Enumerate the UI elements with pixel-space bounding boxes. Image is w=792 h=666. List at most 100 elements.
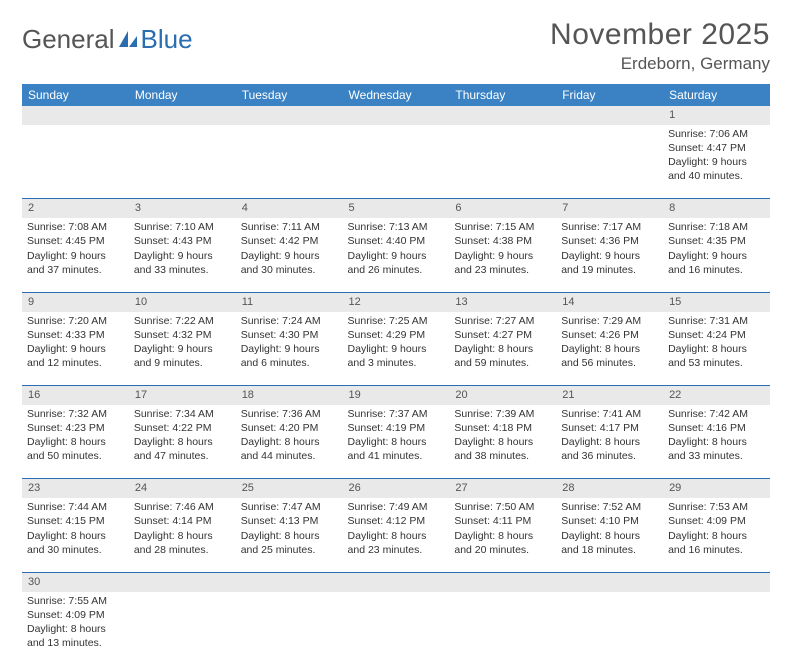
sunrise: Sunrise: 7:50 AM [454,500,551,514]
day-cell: Sunrise: 7:31 AMSunset: 4:24 PMDaylight:… [663,312,770,386]
daylight: Daylight: 8 hours and 38 minutes. [454,435,551,463]
calendar-header: Sunday Monday Tuesday Wednesday Thursday… [22,84,770,106]
day-details: Sunrise: 7:31 AMSunset: 4:24 PMDaylight:… [668,314,765,371]
sunset: Sunset: 4:30 PM [241,328,338,342]
day-number: 28 [556,479,663,498]
sunrise: Sunrise: 7:20 AM [27,314,124,328]
sunset: Sunset: 4:20 PM [241,421,338,435]
day-details: Sunrise: 7:47 AMSunset: 4:13 PMDaylight:… [241,500,338,557]
sunset: Sunset: 4:23 PM [27,421,124,435]
header: General Blue November 2025 Erdeborn, Ger… [22,18,770,74]
daynum-row: 9101112131415 [22,292,770,311]
day-number [236,572,343,591]
day-details: Sunrise: 7:13 AMSunset: 4:40 PMDaylight:… [348,220,445,277]
sunset: Sunset: 4:24 PM [668,328,765,342]
sunrise: Sunrise: 7:55 AM [27,594,124,608]
day-number: 10 [129,292,236,311]
day-details: Sunrise: 7:52 AMSunset: 4:10 PMDaylight:… [561,500,658,557]
sunrise: Sunrise: 7:24 AM [241,314,338,328]
day-number: 6 [449,199,556,218]
day-cell: Sunrise: 7:53 AMSunset: 4:09 PMDaylight:… [663,498,770,572]
week-row: Sunrise: 7:06 AMSunset: 4:47 PMDaylight:… [22,125,770,199]
sunset: Sunset: 4:12 PM [348,514,445,528]
sunrise: Sunrise: 7:06 AM [668,127,765,141]
day-cell: Sunrise: 7:52 AMSunset: 4:10 PMDaylight:… [556,498,663,572]
day-cell: Sunrise: 7:36 AMSunset: 4:20 PMDaylight:… [236,405,343,479]
day-cell: Sunrise: 7:47 AMSunset: 4:13 PMDaylight:… [236,498,343,572]
sunset: Sunset: 4:22 PM [134,421,231,435]
daylight: Daylight: 8 hours and 53 minutes. [668,342,765,370]
day-details: Sunrise: 7:27 AMSunset: 4:27 PMDaylight:… [454,314,551,371]
daylight: Daylight: 8 hours and 33 minutes. [668,435,765,463]
day-cell [129,125,236,199]
day-number: 11 [236,292,343,311]
sunset: Sunset: 4:38 PM [454,234,551,248]
day-label: Thursday [449,84,556,106]
sunset: Sunset: 4:32 PM [134,328,231,342]
sunset: Sunset: 4:17 PM [561,421,658,435]
sunset: Sunset: 4:45 PM [27,234,124,248]
day-details: Sunrise: 7:44 AMSunset: 4:15 PMDaylight:… [27,500,124,557]
sunset: Sunset: 4:36 PM [561,234,658,248]
title-block: November 2025 Erdeborn, Germany [550,18,770,74]
day-cell: Sunrise: 7:27 AMSunset: 4:27 PMDaylight:… [449,312,556,386]
day-number: 20 [449,386,556,405]
day-details: Sunrise: 7:08 AMSunset: 4:45 PMDaylight:… [27,220,124,277]
sunset: Sunset: 4:42 PM [241,234,338,248]
day-number [129,572,236,591]
sunset: Sunset: 4:15 PM [27,514,124,528]
daylight: Daylight: 8 hours and 56 minutes. [561,342,658,370]
day-cell: Sunrise: 7:37 AMSunset: 4:19 PMDaylight:… [343,405,450,479]
daylight: Daylight: 8 hours and 47 minutes. [134,435,231,463]
day-cell: Sunrise: 7:10 AMSunset: 4:43 PMDaylight:… [129,218,236,292]
day-number: 13 [449,292,556,311]
day-cell: Sunrise: 7:42 AMSunset: 4:16 PMDaylight:… [663,405,770,479]
daylight: Daylight: 9 hours and 40 minutes. [668,155,765,183]
day-number [22,106,129,125]
logo-text-1: General [22,24,115,55]
sunset: Sunset: 4:16 PM [668,421,765,435]
sunrise: Sunrise: 7:08 AM [27,220,124,234]
sunrise: Sunrise: 7:42 AM [668,407,765,421]
day-number: 14 [556,292,663,311]
day-cell [236,125,343,199]
day-number [129,106,236,125]
day-details: Sunrise: 7:36 AMSunset: 4:20 PMDaylight:… [241,407,338,464]
day-number [449,572,556,591]
daynum-row: 1 [22,106,770,125]
day-label: Wednesday [343,84,450,106]
day-details: Sunrise: 7:24 AMSunset: 4:30 PMDaylight:… [241,314,338,371]
day-number: 27 [449,479,556,498]
sunrise: Sunrise: 7:44 AM [27,500,124,514]
day-details: Sunrise: 7:32 AMSunset: 4:23 PMDaylight:… [27,407,124,464]
day-cell [663,592,770,666]
daylight: Daylight: 8 hours and 25 minutes. [241,529,338,557]
sunrise: Sunrise: 7:39 AM [454,407,551,421]
week-row: Sunrise: 7:32 AMSunset: 4:23 PMDaylight:… [22,405,770,479]
day-details: Sunrise: 7:49 AMSunset: 4:12 PMDaylight:… [348,500,445,557]
day-label: Sunday [22,84,129,106]
day-details: Sunrise: 7:10 AMSunset: 4:43 PMDaylight:… [134,220,231,277]
day-number: 30 [22,572,129,591]
sunset: Sunset: 4:13 PM [241,514,338,528]
week-row: Sunrise: 7:44 AMSunset: 4:15 PM Daylight:… [22,498,770,572]
week-row: Sunrise: 7:55 AMSunset: 4:09 PMDaylight:… [22,592,770,666]
sunrise: Sunrise: 7:31 AM [668,314,765,328]
sunrise: Sunrise: 7:41 AM [561,407,658,421]
day-cell: Sunrise: 7:11 AMSunset: 4:42 PMDaylight:… [236,218,343,292]
day-details: Sunrise: 7:18 AMSunset: 4:35 PMDaylight:… [668,220,765,277]
sunrise: Sunrise: 7:46 AM [134,500,231,514]
day-details: Sunrise: 7:46 AMSunset: 4:14 PMDaylight:… [134,500,231,557]
sunrise: Sunrise: 7:29 AM [561,314,658,328]
sunset: Sunset: 4:10 PM [561,514,658,528]
calendar-table: Sunday Monday Tuesday Wednesday Thursday… [22,84,770,666]
day-number: 8 [663,199,770,218]
sunset: Sunset: 4:09 PM [668,514,765,528]
day-number: 29 [663,479,770,498]
sunrise: Sunrise: 7:49 AM [348,500,445,514]
day-cell: Sunrise: 7:50 AMSunset: 4:11 PMDaylight:… [449,498,556,572]
day-number: 16 [22,386,129,405]
day-number: 3 [129,199,236,218]
sunrise: Sunrise: 7:25 AM [348,314,445,328]
daylight: Daylight: 8 hours and 44 minutes. [241,435,338,463]
